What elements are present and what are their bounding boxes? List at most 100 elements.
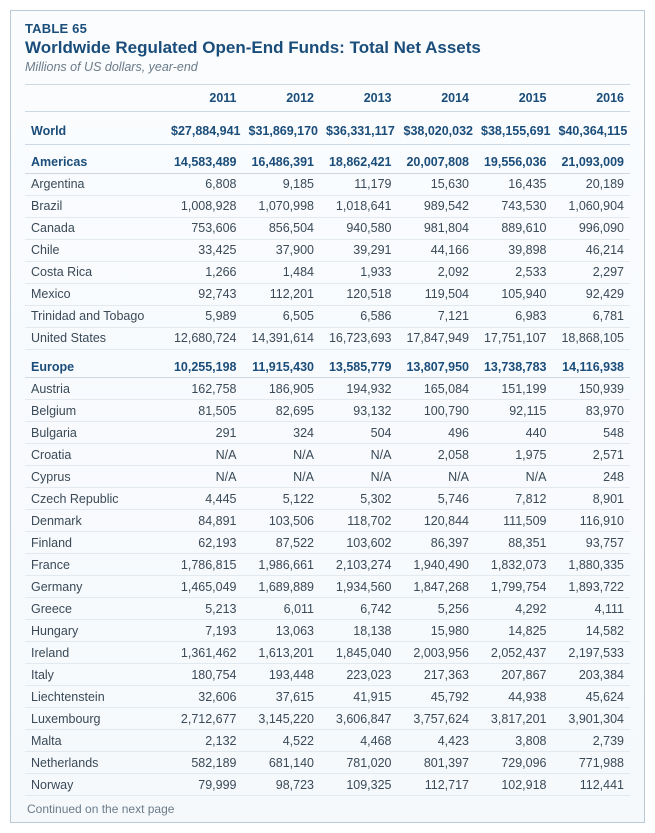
cell-value: 681,140	[243, 752, 321, 774]
table-row: Germany1,465,0491,689,8891,934,5601,847,…	[25, 576, 630, 598]
col-year: 2012	[243, 85, 321, 112]
cell-value: 193,448	[243, 664, 321, 686]
cell-value: 118,702	[320, 510, 398, 532]
cell-value: 41,915	[320, 686, 398, 708]
cell-value: 7,121	[398, 305, 476, 327]
cell-value: 120,518	[320, 283, 398, 305]
continued-note: Continued on the next page	[25, 796, 630, 816]
cell-value: 93,757	[553, 532, 631, 554]
row-label: Costa Rica	[25, 261, 165, 283]
cell-value: 46,214	[553, 239, 631, 261]
cell-value: 3,606,847	[320, 708, 398, 730]
cell-value: 19,556,036	[475, 145, 553, 174]
cell-value: 548	[553, 422, 631, 444]
table-row: Denmark84,891103,506118,702120,844111,50…	[25, 510, 630, 532]
cell-value: 2,297	[553, 261, 631, 283]
table-row: Finland62,19387,522103,60286,39788,35193…	[25, 532, 630, 554]
cell-value: 5,989	[165, 305, 243, 327]
col-year: 2011	[165, 85, 243, 112]
cell-value: 3,757,624	[398, 708, 476, 730]
cell-value: 112,717	[398, 774, 476, 796]
row-label: Malta	[25, 730, 165, 752]
cell-value: 21,093,009	[553, 145, 631, 174]
row-label: Mexico	[25, 283, 165, 305]
table-row: Mexico92,743112,201120,518119,504105,940…	[25, 283, 630, 305]
cell-value: 2,739	[553, 730, 631, 752]
row-label: Argentina	[25, 173, 165, 195]
cell-value: 87,522	[243, 532, 321, 554]
cell-value: 1,934,560	[320, 576, 398, 598]
table-row: Ireland1,361,4621,613,2011,845,0402,003,…	[25, 642, 630, 664]
cell-value: 1,613,201	[243, 642, 321, 664]
row-label: Liechtenstein	[25, 686, 165, 708]
row-label: Greece	[25, 598, 165, 620]
cell-value: 45,792	[398, 686, 476, 708]
cell-value: 16,723,693	[320, 327, 398, 349]
cell-value: N/A	[320, 466, 398, 488]
cell-value: 14,825	[475, 620, 553, 642]
cell-value: 1,266	[165, 261, 243, 283]
row-label: Luxembourg	[25, 708, 165, 730]
table-subtitle: Millions of US dollars, year-end	[25, 60, 630, 74]
table-row: Belgium81,50582,69593,132100,79092,11583…	[25, 400, 630, 422]
cell-value: 2,571	[553, 444, 631, 466]
cell-value: 1,933	[320, 261, 398, 283]
cell-value: 79,999	[165, 774, 243, 796]
cell-value: 6,983	[475, 305, 553, 327]
row-label: Denmark	[25, 510, 165, 532]
cell-value: 10,255,198	[165, 349, 243, 378]
cell-value: 150,939	[553, 378, 631, 400]
cell-value: 4,423	[398, 730, 476, 752]
table-row: Brazil1,008,9281,070,9981,018,641989,542…	[25, 195, 630, 217]
cell-value: 20,189	[553, 173, 631, 195]
row-label: Croatia	[25, 444, 165, 466]
cell-value: 83,970	[553, 400, 631, 422]
table-row: Malta2,1324,5224,4684,4233,8082,739	[25, 730, 630, 752]
cell-value: 2,132	[165, 730, 243, 752]
table-number: TABLE 65	[25, 21, 630, 36]
cell-value: 14,583,489	[165, 145, 243, 174]
row-label: Europe	[25, 349, 165, 378]
section-row: Americas14,583,48916,486,39118,862,42120…	[25, 145, 630, 174]
cell-value: 14,391,614	[243, 327, 321, 349]
cell-value: 116,910	[553, 510, 631, 532]
row-label: Brazil	[25, 195, 165, 217]
world-row: World$27,884,941$31,869,170$36,331,117$3…	[25, 112, 630, 145]
row-label: Bulgaria	[25, 422, 165, 444]
row-label: Czech Republic	[25, 488, 165, 510]
cell-value: 1,484	[243, 261, 321, 283]
cell-value: 9,185	[243, 173, 321, 195]
cell-value: 180,754	[165, 664, 243, 686]
cell-value: 889,610	[475, 217, 553, 239]
cell-value: N/A	[165, 466, 243, 488]
cell-value: $36,331,117	[320, 112, 398, 145]
cell-value: 45,624	[553, 686, 631, 708]
row-label: Americas	[25, 145, 165, 174]
cell-value: 1,893,722	[553, 576, 631, 598]
cell-value: 13,585,779	[320, 349, 398, 378]
cell-value: N/A	[243, 444, 321, 466]
row-label: Belgium	[25, 400, 165, 422]
cell-value: 186,905	[243, 378, 321, 400]
cell-value: 103,602	[320, 532, 398, 554]
cell-value: 1,786,815	[165, 554, 243, 576]
cell-value: 1,847,268	[398, 576, 476, 598]
cell-value: 112,441	[553, 774, 631, 796]
cell-value: 13,738,783	[475, 349, 553, 378]
cell-value: 92,429	[553, 283, 631, 305]
cell-value: N/A	[320, 444, 398, 466]
cell-value: 1,361,462	[165, 642, 243, 664]
cell-value: 1,845,040	[320, 642, 398, 664]
row-label: Italy	[25, 664, 165, 686]
cell-value: 16,486,391	[243, 145, 321, 174]
cell-value: 203,384	[553, 664, 631, 686]
cell-value: 194,932	[320, 378, 398, 400]
table-row: Austria162,758186,905194,932165,084151,1…	[25, 378, 630, 400]
cell-value: 496	[398, 422, 476, 444]
cell-value: 88,351	[475, 532, 553, 554]
cell-value: 1,060,904	[553, 195, 631, 217]
cell-value: N/A	[398, 466, 476, 488]
cell-value: 39,898	[475, 239, 553, 261]
col-year: 2013	[320, 85, 398, 112]
cell-value: 4,292	[475, 598, 553, 620]
